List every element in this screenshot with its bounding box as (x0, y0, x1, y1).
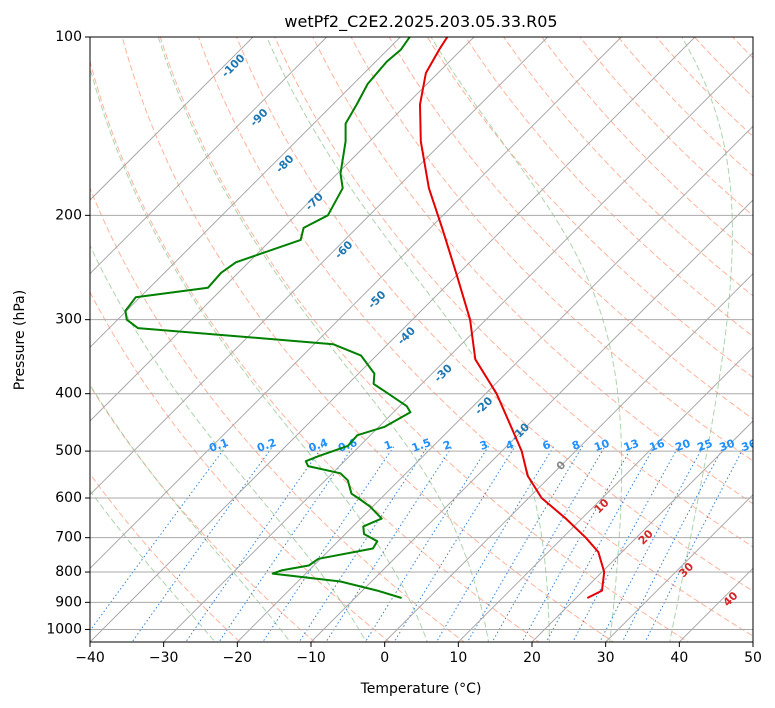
mixing-ratio-label: 20 (673, 437, 692, 455)
x-tick-label: 30 (597, 650, 615, 666)
isotherm-line (90, 37, 254, 201)
isotherm-line (90, 37, 401, 349)
chart-title: wetPf2_C2E2.2025.203.05.33.R05 (284, 12, 557, 32)
dewpoint-line (124, 37, 412, 599)
x-tick-label: −10 (296, 650, 326, 666)
temperature-line (419, 37, 606, 599)
isotherm-line (457, 346, 753, 642)
mixing-ratio-line (218, 445, 355, 642)
mixing-ratio-label: 0.4 (307, 436, 330, 455)
y-tick-label: 1000 (46, 621, 82, 637)
x-tick-label: 50 (744, 650, 762, 666)
background-lines (90, 37, 753, 642)
mixing-ratio-label: 6 (541, 438, 553, 453)
mixing-ratio-label: 8 (570, 438, 582, 453)
dry-adiabat-line (159, 37, 690, 642)
isotherm-line (90, 37, 549, 496)
y-tick-label: 900 (55, 594, 82, 610)
x-tick-label: −30 (149, 650, 179, 666)
dry-adiabat-line (90, 384, 316, 642)
isotherm-line (236, 125, 753, 642)
mixing-ratio-label: 3 (478, 438, 490, 453)
dry-adiabat-line (197, 37, 753, 637)
mixing-ratio-label: 2 (441, 438, 453, 453)
y-tick-label: 300 (55, 312, 82, 328)
mixing-ratio-labels: 0.1 0.2 0.4 0.6 1 1.5 2 3 4 6 8 10 13 16 20 25 30 36 (207, 436, 759, 455)
isotherm-line (384, 272, 753, 642)
dry-adiabat-line (90, 59, 540, 642)
mixing-ratio-label: 30 (718, 437, 737, 455)
plot-frame (89, 36, 754, 643)
mixing-ratio-label: 13 (622, 437, 641, 454)
mixing-ratio-label: 0.1 (207, 436, 230, 455)
dry-adiabat-line (312, 37, 753, 505)
x-tick-label: 20 (523, 650, 541, 666)
mixing-ratio-label: 1.5 (410, 436, 433, 455)
dry-adiabat-line (121, 37, 615, 642)
dry-adiabat-line (236, 37, 753, 592)
dry-adiabat-line (90, 186, 465, 642)
profile-series (124, 37, 606, 599)
isotherm-line (90, 37, 622, 570)
y-tick-label: 100 (55, 29, 82, 45)
x-axis: −40 −30 −20 −10 0 10 20 30 40 50 (75, 642, 762, 666)
x-tick-label: 0 (380, 650, 389, 666)
dry-adiabat-line (90, 291, 391, 642)
isotherm-line (163, 51, 753, 642)
dry-adiabat-line (350, 37, 753, 462)
mixing-ratio-label: 10 (592, 437, 611, 455)
mixing-ratio-label: 36 (740, 437, 759, 455)
y-tick-label: 800 (55, 564, 82, 580)
moist-adiabat-line (669, 37, 733, 642)
isotherm-line (605, 493, 753, 642)
mixing-ratio-label: 1 (382, 438, 394, 453)
y-tick-label: 700 (55, 530, 82, 546)
y-tick-label: 600 (55, 490, 82, 506)
mixing-ratio-label: 4 (504, 438, 516, 453)
mixing-ratio-label: 0.2 (255, 436, 278, 455)
mixing-ratio-line (644, 445, 746, 642)
y-axis: 100 200 300 400 500 600 700 800 900 1000 (46, 29, 90, 637)
y-tick-label: 400 (55, 386, 82, 402)
dry-adiabat-line (426, 37, 753, 379)
isotherm-line (90, 37, 328, 275)
x-tick-label: −20 (223, 650, 253, 666)
mixing-ratio-label: 16 (648, 437, 667, 455)
dry-adiabat-line (503, 37, 753, 297)
x-axis-title: Temperature (°C) (360, 681, 482, 697)
x-tick-label: 10 (449, 650, 467, 666)
isotherm-line (310, 199, 753, 642)
isotherm-line (90, 37, 475, 422)
isotherm-line (90, 37, 696, 642)
isotherm-line (531, 420, 753, 642)
x-tick-label: 40 (670, 650, 688, 666)
dry-adiabat-line (274, 37, 753, 548)
mixing-ratio-line (621, 445, 725, 642)
mixing-ratio-line (262, 445, 395, 642)
x-tick-label: −40 (75, 650, 105, 666)
y-tick-label: 500 (55, 443, 82, 459)
y-axis-title: Pressure (hPa) (12, 290, 28, 390)
y-tick-label: 200 (55, 207, 82, 223)
mixing-ratio-label: 25 (696, 437, 715, 454)
